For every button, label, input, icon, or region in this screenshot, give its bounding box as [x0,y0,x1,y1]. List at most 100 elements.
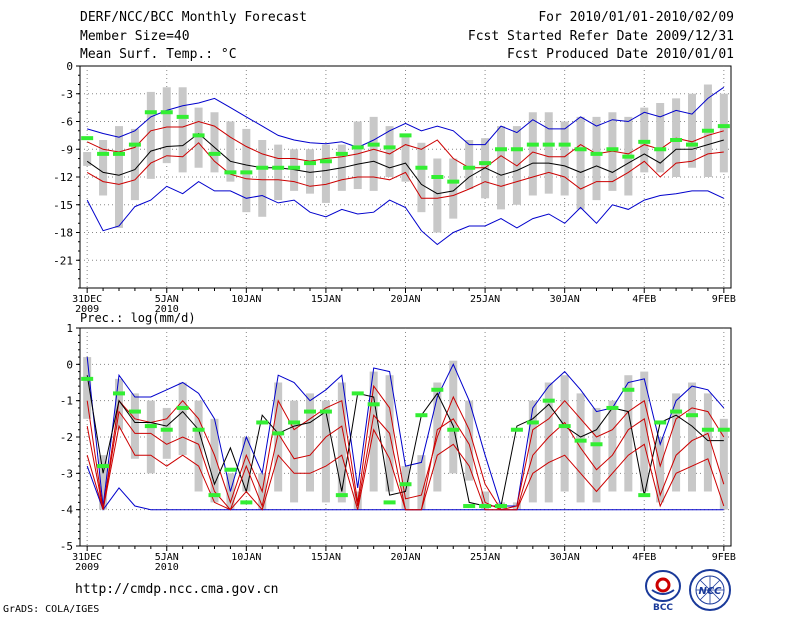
x-tick-label: 31DEC [72,294,102,305]
member-mark [81,376,94,381]
member-mark [144,424,157,429]
member-mark [303,409,316,414]
x-tick-label: 2010 [155,304,179,315]
y-tick-label: -3 [60,467,73,480]
spread-box [321,144,330,203]
prec-panel-title: Prec.: log(mm/d) [80,311,196,325]
spread-box [672,393,681,492]
member-mark [638,493,651,498]
member-mark [112,151,125,156]
y-tick-label: -12 [53,171,73,184]
member-mark [622,387,635,392]
spread-box [83,357,92,419]
spread-box [162,407,171,459]
spread-box [688,382,697,492]
svg-text:NCC: NCC [698,586,722,597]
variable-label: Mean Surf. Temp.: °C [80,47,237,62]
spread-box [544,382,553,503]
series-mean-line [86,132,724,195]
x-tick-label: 20JAN [390,294,420,305]
member-mark [319,159,332,164]
y-tick-label: -21 [53,254,73,267]
y-tick-label: -2 [60,431,73,444]
y-tick-label: 0 [66,358,73,371]
x-tick-label: 10JAN [231,294,261,305]
member-mark [686,413,699,418]
member-mark [160,427,173,432]
x-tick-label: 25JAN [470,294,500,305]
member-mark [463,504,476,509]
spread-box [178,382,187,456]
spread-box [449,158,458,219]
spread-box [114,126,123,228]
spread-box [528,400,537,503]
y-tick-label: 0 [66,60,73,73]
spread-box [130,393,139,459]
member-mark [654,147,667,152]
x-tick-label: 2010 [155,562,179,573]
member-mark [272,431,285,436]
spread-box [528,112,537,196]
x-tick-label: 30JAN [550,294,580,305]
spread-box [656,103,665,173]
x-tick-label: 15JAN [311,552,341,563]
spread-box [242,437,251,492]
spread-box [305,393,314,492]
member-mark [574,147,587,152]
member-mark [192,427,205,432]
member-mark [638,139,651,144]
member-mark [495,504,508,509]
member-mark [542,142,555,147]
spread-box [353,121,362,190]
spread-box [624,375,633,492]
spread-box [640,371,649,492]
spread-box [417,142,426,213]
x-tick-label: 31DEC [72,552,102,563]
member-mark [606,405,619,410]
series-upper-line [86,384,725,511]
member-mark [288,165,301,170]
member-size: Member Size=40 [80,29,190,44]
bcc-logo: BCC [645,570,681,612]
member-mark [399,133,412,138]
member-mark [81,136,94,141]
spread-box [385,126,394,177]
x-tick-label: 5JAN [155,552,179,563]
spread-box [83,152,92,166]
spread-box [401,135,410,182]
series-lowest-red-line [86,424,725,511]
member-mark [335,493,348,498]
member-mark [288,420,301,425]
ncc-logo: NCC [689,569,731,611]
x-tick-label: 2009 [75,562,99,573]
member-mark [542,398,555,403]
member-mark [351,391,364,396]
spread-box [544,112,553,194]
site-url[interactable]: http://cmdp.ncc.cma.gov.cn [75,582,279,597]
member-mark [415,413,428,418]
member-mark [463,165,476,170]
member-mark [97,151,110,156]
chart-title: DERF/NCC/BCC Monthly Forecast [80,10,307,25]
member-mark [351,145,364,150]
member-mark [526,420,539,425]
spread-box [433,158,442,233]
member-mark [606,147,619,152]
member-mark [240,500,253,505]
member-mark [256,420,269,425]
spread-box [194,400,203,492]
member-mark [526,142,539,147]
spread-box [417,455,426,510]
member-mark [224,467,237,472]
y-tick-label: -18 [53,227,73,240]
member-mark [479,161,492,166]
member-mark [670,138,683,142]
series-max-line [87,86,725,148]
spread-box [274,144,283,201]
spread-box [337,382,346,503]
x-tick-label: 9FEB [712,294,736,305]
member-mark [654,420,667,425]
